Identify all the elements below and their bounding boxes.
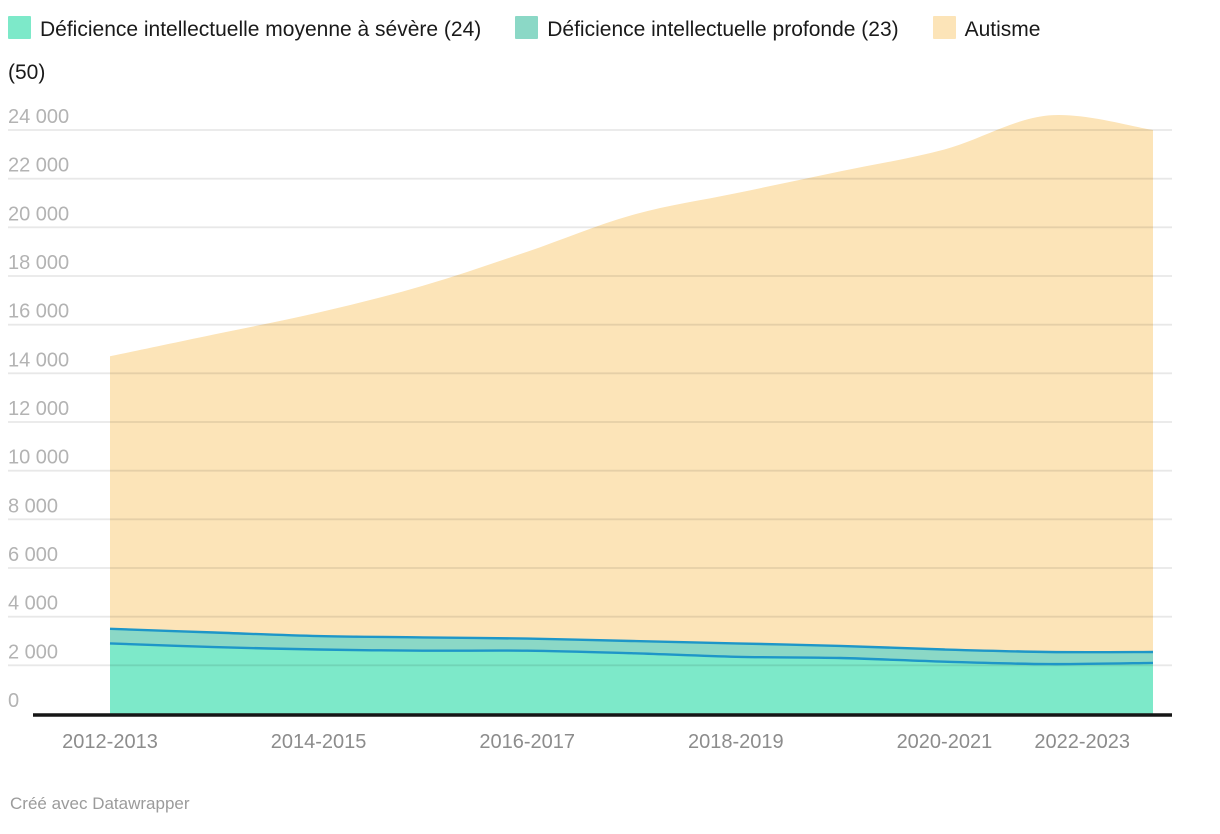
y-tick-label-0: 0 bbox=[8, 690, 19, 712]
y-tick-label-20000: 20 000 bbox=[8, 203, 69, 225]
legend-item-3: Autisme (50) bbox=[8, 16, 1041, 84]
datawrapper-credit-link[interactable]: Créé avec Datawrapper bbox=[10, 794, 190, 813]
y-tick-label-6000: 6 000 bbox=[8, 544, 58, 566]
series-line-2 bbox=[109, 627, 1154, 654]
x-tick-label-2012-2013: 2012-2013 bbox=[62, 731, 158, 753]
y-tick-label-24000: 24 000 bbox=[8, 106, 69, 128]
x-tick-label-2018-2019: 2018-2019 bbox=[688, 731, 784, 753]
x-tick-label-2022-2023: 2022-2023 bbox=[1034, 731, 1130, 753]
y-tick-label-12000: 12 000 bbox=[8, 398, 69, 420]
x-tick-label-2020-2021: 2020-2021 bbox=[897, 731, 993, 753]
legend-swatch bbox=[8, 16, 31, 39]
y-tick-label-2000: 2 000 bbox=[8, 641, 58, 663]
y-tick-label-18000: 18 000 bbox=[8, 252, 69, 274]
legend-label: Déficience intellectuelle moyenne à sévè… bbox=[40, 18, 482, 41]
x-tick-label-2014-2015: 2014-2015 bbox=[271, 731, 367, 753]
x-tick-label-2016-2017: 2016-2017 bbox=[479, 731, 575, 753]
y-tick-label-10000: 10 000 bbox=[8, 447, 69, 469]
legend-swatch bbox=[515, 16, 539, 39]
y-tick-label-8000: 8 000 bbox=[8, 495, 58, 517]
legend-label: Autisme (50) bbox=[8, 18, 1041, 84]
legend-item-1: Déficience intellectuelle moyenne à sévè… bbox=[8, 16, 482, 41]
area-series-3 bbox=[110, 114, 1153, 653]
y-tick-label-22000: 22 000 bbox=[8, 155, 69, 177]
legend-label: Déficience intellectuelle profonde (23) bbox=[547, 18, 899, 41]
series-line-1 bbox=[109, 642, 1154, 666]
legend-swatch bbox=[932, 16, 956, 39]
y-tick-label-14000: 14 000 bbox=[8, 349, 69, 371]
y-tick-label-4000: 4 000 bbox=[8, 593, 58, 615]
legend-item-2: Déficience intellectuelle profonde (23) bbox=[515, 16, 899, 41]
chart-legend: Déficience intellectuelle moyenne à sévè… bbox=[8, 8, 1064, 94]
y-tick-label-16000: 16 000 bbox=[8, 301, 69, 323]
area-series-1 bbox=[110, 643, 1153, 714]
